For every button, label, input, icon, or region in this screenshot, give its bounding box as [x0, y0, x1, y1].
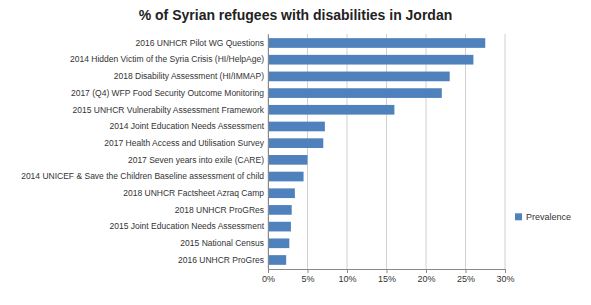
bar [268, 72, 450, 82]
y-tick-label: 2014 Hidden Victim of the Syria Crisis (… [70, 54, 264, 64]
grid-line [307, 34, 308, 269]
x-tick-label: 20% [417, 274, 435, 284]
grid-line [386, 34, 387, 269]
grid-line [505, 34, 506, 269]
y-tick-label: 2015 Joint Education Needs Assessment [109, 221, 264, 231]
y-tick: 2014 Hidden Victim of the Syria Crisis (… [70, 54, 268, 64]
y-axis: 2016 UNHCR Pilot WG Questions 2014 Hidden… [21, 35, 268, 270]
bar [268, 55, 473, 65]
x-tick: 30% [496, 269, 514, 284]
y-tick-label: 2014 Joint Education Needs Assessment [109, 121, 264, 131]
y-tick: 2016 UNHCR Pilot WG Questions [136, 38, 269, 48]
x-axis: 0% 5% 10% 15% 20% 25% 30% [262, 269, 515, 284]
bar [268, 38, 485, 48]
y-tick-label: 2018 UNHCR Factsheet Azraq Camp [123, 188, 264, 198]
x-tick: 25% [457, 269, 475, 284]
y-tick: 2015 UNHCR Vulnerabilty Assessment Frame… [73, 104, 268, 114]
grid-line [347, 34, 348, 269]
x-tick-mark [387, 269, 388, 273]
title: % of Syrian refugees with disabilities i… [139, 7, 453, 23]
y-tick-label: 2017 Seven years into exile (CARE) [128, 155, 264, 165]
y-tick: 2015 National Census [180, 238, 268, 248]
x-tick-label: 5% [301, 274, 314, 284]
plot: 0% 5% 10% 15% 20% 25% 30% 2016 UNHCR Pilot WG Q… [21, 34, 514, 284]
x-tick-mark [426, 269, 427, 273]
y-tick: 2018 Disability Assessment (HI/IMMAP) [114, 71, 268, 81]
legend-swatch [515, 213, 522, 220]
x-tick: 5% [301, 269, 314, 284]
x-tick-mark [308, 269, 309, 273]
x-tick-mark [268, 269, 269, 273]
grid [268, 34, 505, 269]
y-tick: 2017 (Q4) WFP Food Security Outcome Moni… [71, 88, 268, 98]
bar [268, 238, 289, 248]
x-tick-mark [347, 269, 348, 273]
x-tick-label: 15% [378, 274, 396, 284]
grid-line [268, 34, 269, 269]
y-tick-label: 2016 UNHCR ProGres [178, 255, 264, 265]
x-tick-label: 0% [262, 274, 275, 284]
bar [268, 222, 291, 232]
x-tick: 15% [378, 269, 396, 284]
bar [268, 88, 442, 98]
x-tick-label: 30% [496, 274, 514, 284]
x-tick-label: 25% [457, 274, 475, 284]
y-tick: 2017 Health Access and Utilisation Surve… [104, 138, 268, 148]
x-tick-label: 10% [338, 274, 356, 284]
bar [268, 155, 308, 165]
y-tick: 2016 UNHCR ProGres [178, 255, 268, 265]
y-tick-label: 2017 (Q4) WFP Food Security Outcome Moni… [71, 88, 264, 98]
y-tick: 2018 UNHCR Factsheet Azraq Camp [123, 188, 268, 198]
y-tick-label: 2017 Health Access and Utilisation Surve… [104, 138, 264, 148]
y-tick: 2014 UNICEF & Save the Children Baseline… [21, 171, 268, 181]
bars [268, 38, 485, 265]
bar [268, 255, 286, 265]
bar [268, 122, 325, 132]
grid-line [465, 34, 466, 269]
bar [268, 205, 292, 215]
y-axis-line [268, 35, 269, 270]
y-tick-label: 2016 UNHCR Pilot WG Questions [136, 38, 265, 48]
bar [268, 172, 304, 182]
x-tick-mark [505, 269, 506, 273]
legend-label: Prevalence [526, 212, 571, 222]
y-tick: 2015 Joint Education Needs Assessment [109, 221, 268, 231]
y-tick-label: 2015 National Census [180, 238, 264, 248]
y-tick: 2018 UNHCR ProGRes [175, 205, 268, 215]
y-tick-label: 2018 Disability Assessment (HI/IMMAP) [114, 71, 264, 81]
y-tick-label: 2014 UNICEF & Save the Children Baseline… [21, 171, 264, 181]
x-tick: 20% [417, 269, 435, 284]
x-axis-line [269, 270, 506, 274]
y-tick-label: 2018 UNHCR ProGRes [175, 205, 264, 215]
bar [268, 138, 323, 148]
x-tick: 10% [338, 269, 356, 284]
bar [268, 105, 394, 115]
y-tick: 2017 Seven years into exile (CARE) [128, 155, 268, 165]
grid-line [426, 34, 427, 269]
y-tick: 2014 Joint Education Needs Assessment [109, 121, 268, 131]
chart: % of Syrian refugees with disabilities i… [0, 0, 591, 305]
bar [268, 188, 295, 198]
y-tick-label: 2015 UNHCR Vulnerabilty Assessment Frame… [73, 104, 265, 114]
legend: Prevalence [515, 212, 571, 222]
x-tick-mark [466, 269, 467, 273]
x-tick: 0% [262, 269, 275, 284]
